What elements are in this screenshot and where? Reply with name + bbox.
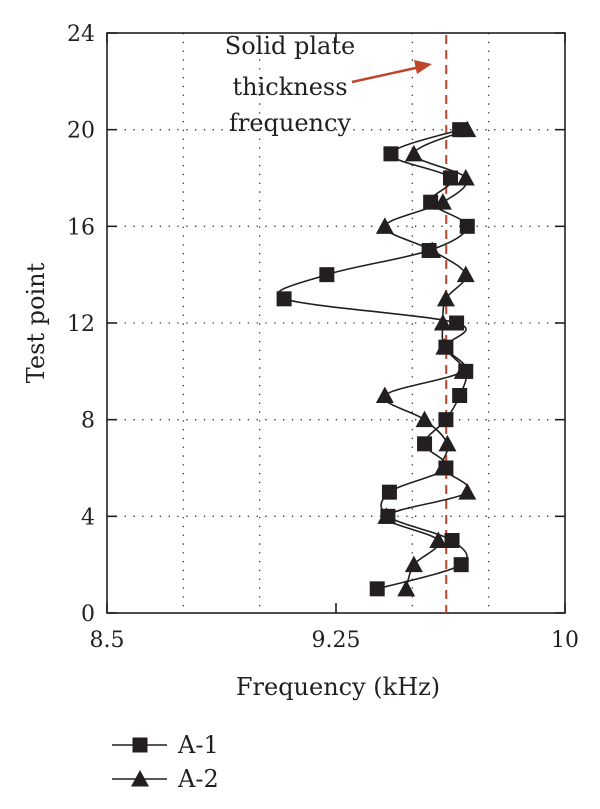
data-point-square [276, 291, 292, 307]
y-axis-label: Test point [22, 262, 50, 383]
series-layer [276, 120, 477, 597]
data-point-square [319, 267, 335, 283]
series-line [277, 128, 469, 590]
annotation-arrow-head [414, 60, 432, 74]
annotation-arrow-shaft [351, 65, 421, 84]
annotation-text-line: frequency [229, 109, 351, 137]
data-point-triangle [375, 217, 394, 234]
tick-marks [106, 32, 566, 614]
data-point-triangle [433, 193, 452, 210]
annotation-text-line: thickness [232, 73, 347, 101]
legend: A-1A-2 [112, 731, 219, 793]
grid [107, 33, 565, 613]
data-point-square [381, 484, 397, 500]
x-axis-label: Frequency (kHz) [236, 673, 440, 701]
legend-marker [132, 737, 148, 753]
x-tick-label: 8.5 [90, 628, 125, 653]
legend-label: A-1 [177, 731, 219, 759]
annotation-text-line: Solid plate [225, 32, 355, 60]
y-tick-label: 20 [67, 119, 95, 144]
data-point-triangle [415, 410, 434, 428]
data-point-square [443, 170, 458, 186]
y-tick-label: 0 [81, 602, 95, 627]
data-point-square [438, 412, 454, 428]
data-point-triangle [377, 507, 396, 524]
legend-item: A-2 [112, 765, 219, 793]
data-point-square [444, 533, 460, 548]
data-point-triangle [456, 265, 475, 283]
data-point-triangle [436, 289, 455, 307]
legend-item: A-1 [112, 731, 219, 759]
data-point-triangle [438, 434, 457, 452]
data-point-triangle [433, 459, 452, 476]
data-point-triangle [375, 386, 394, 403]
y-tick-label: 24 [67, 22, 95, 47]
data-point-triangle [458, 120, 477, 138]
y-tick-label: 4 [81, 505, 95, 530]
series-a-1 [276, 122, 475, 597]
y-tick-label: 16 [67, 215, 95, 240]
data-point-triangle [456, 169, 475, 186]
data-point-triangle [404, 144, 423, 162]
annotation: Solid plate thickness frequency [225, 32, 432, 137]
data-point-square [449, 315, 465, 331]
data-point-square [453, 557, 469, 573]
data-point-square [369, 581, 385, 597]
data-point-triangle [397, 579, 416, 597]
data-point-triangle [423, 241, 442, 258]
data-point-triangle [433, 314, 452, 331]
y-tick-label: 8 [81, 409, 95, 434]
data-point-square [459, 218, 475, 234]
data-point-triangle [435, 338, 454, 355]
legend-label: A-2 [177, 765, 219, 793]
x-tick-label: 10 [551, 628, 579, 653]
y-tick-label: 12 [67, 312, 95, 337]
data-point-triangle [458, 483, 477, 500]
data-point-triangle [429, 531, 448, 548]
data-point-square [452, 388, 468, 403]
series-a-2 [375, 120, 477, 597]
data-point-square [383, 146, 399, 162]
data-point-triangle [453, 362, 472, 379]
x-tick-label: 9.25 [312, 628, 361, 653]
data-point-triangle [404, 555, 423, 573]
tick-labels: 0 4 8 12 16 20 24 8.5 9.25 10 [67, 22, 579, 653]
legend-marker [131, 770, 149, 787]
data-point-square [417, 436, 433, 452]
